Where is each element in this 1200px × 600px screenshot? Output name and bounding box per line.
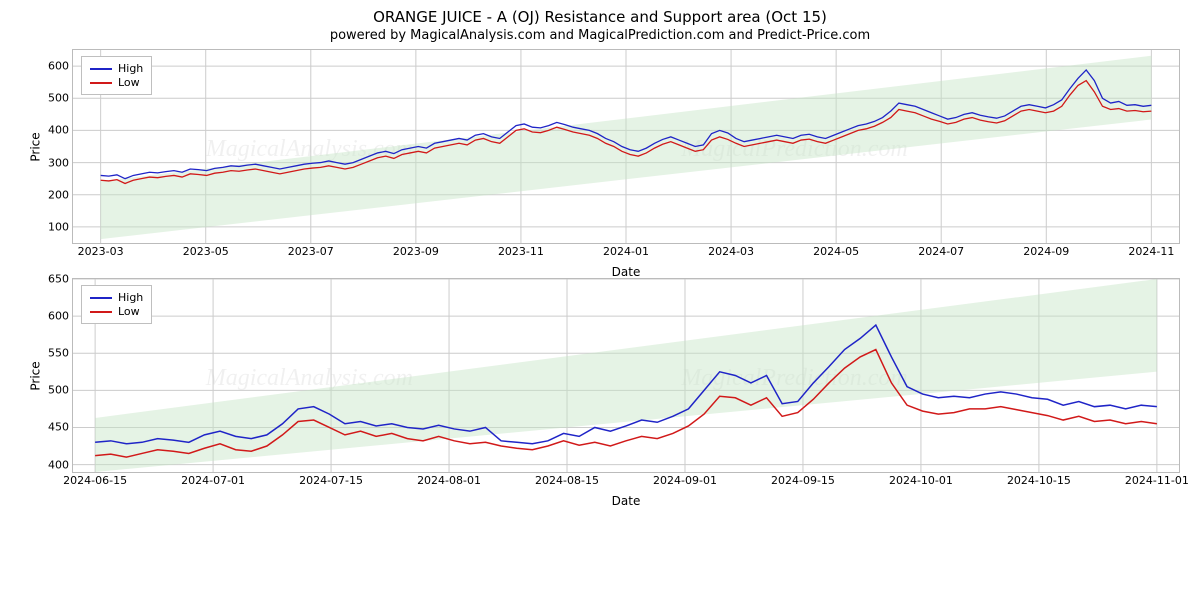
legend-label-high: High xyxy=(118,62,143,75)
bottom-x-ticks: 2024-06-152024-07-012024-07-152024-08-01… xyxy=(73,474,1179,492)
y-tick-label: 450 xyxy=(25,421,69,434)
top-y-ticks: 100 200 300 400 500 600 xyxy=(25,50,69,243)
x-tick-label: 2024-09 xyxy=(1023,245,1069,258)
x-tick-label: 2024-06-15 xyxy=(63,474,127,487)
y-tick-label: 500 xyxy=(25,92,69,105)
legend-label-low: Low xyxy=(118,76,140,89)
y-tick-label: 500 xyxy=(25,384,69,397)
y-tick-label: 600 xyxy=(25,310,69,323)
top-legend: High Low xyxy=(81,56,152,95)
bottom-x-axis-label: Date xyxy=(612,494,641,508)
x-tick-label: 2023-03 xyxy=(78,245,124,258)
x-tick-label: 2023-07 xyxy=(288,245,334,258)
legend-swatch-low xyxy=(90,311,112,313)
y-tick-label: 200 xyxy=(25,188,69,201)
x-tick-label: 2024-01 xyxy=(603,245,649,258)
x-tick-label: 2024-11 xyxy=(1128,245,1174,258)
legend-row-low: Low xyxy=(90,76,143,89)
y-tick-label: 100 xyxy=(25,220,69,233)
legend-swatch-low xyxy=(90,82,112,84)
y-tick-label: 400 xyxy=(25,124,69,137)
bottom-legend: High Low xyxy=(81,285,152,324)
x-tick-label: 2024-08-15 xyxy=(535,474,599,487)
y-tick-label: 300 xyxy=(25,156,69,169)
x-tick-label: 2024-07-15 xyxy=(299,474,363,487)
top-x-ticks: 2023-03 2023-05 2023-07 2023-09 2023-11 2024-… xyxy=(73,245,1179,263)
chart-title: ORANGE JUICE - A (OJ) Resistance and Sup… xyxy=(12,8,1188,26)
x-tick-label: 2023-09 xyxy=(393,245,439,258)
legend-row-low: Low xyxy=(90,305,143,318)
y-tick-label: 600 xyxy=(25,60,69,73)
legend-row-high: High xyxy=(90,62,143,75)
x-tick-label: 2024-09-01 xyxy=(653,474,717,487)
legend-label-high: High xyxy=(118,291,143,304)
x-tick-label: 2023-11 xyxy=(498,245,544,258)
top-plot-svg xyxy=(73,50,1179,243)
x-tick-label: 2024-07 xyxy=(918,245,964,258)
top-chart-panel: Price Date High Low MagicalAnalysis.com … xyxy=(72,49,1180,244)
x-tick-label: 2024-03 xyxy=(708,245,754,258)
x-tick-label: 2024-10-15 xyxy=(1007,474,1071,487)
legend-swatch-high xyxy=(90,68,112,70)
bottom-plot-svg xyxy=(73,279,1179,472)
y-tick-label: 650 xyxy=(25,273,69,286)
y-tick-label: 550 xyxy=(25,347,69,360)
chart-subtitle: powered by MagicalAnalysis.com and Magic… xyxy=(12,28,1188,43)
x-tick-label: 2024-10-01 xyxy=(889,474,953,487)
x-tick-label: 2024-09-15 xyxy=(771,474,835,487)
legend-row-high: High xyxy=(90,291,143,304)
bottom-y-ticks: 400450500550600650 xyxy=(25,279,69,472)
x-tick-label: 2024-05 xyxy=(813,245,859,258)
x-tick-label: 2024-08-01 xyxy=(417,474,481,487)
x-tick-label: 2023-05 xyxy=(183,245,229,258)
y-tick-label: 400 xyxy=(25,458,69,471)
legend-swatch-high xyxy=(90,297,112,299)
x-tick-label: 2024-11-01 xyxy=(1125,474,1189,487)
x-tick-label: 2024-07-01 xyxy=(181,474,245,487)
legend-label-low: Low xyxy=(118,305,140,318)
top-x-axis-label: Date xyxy=(612,265,641,279)
bottom-chart-panel: Price Date High Low MagicalAnalysis.com … xyxy=(72,278,1180,473)
